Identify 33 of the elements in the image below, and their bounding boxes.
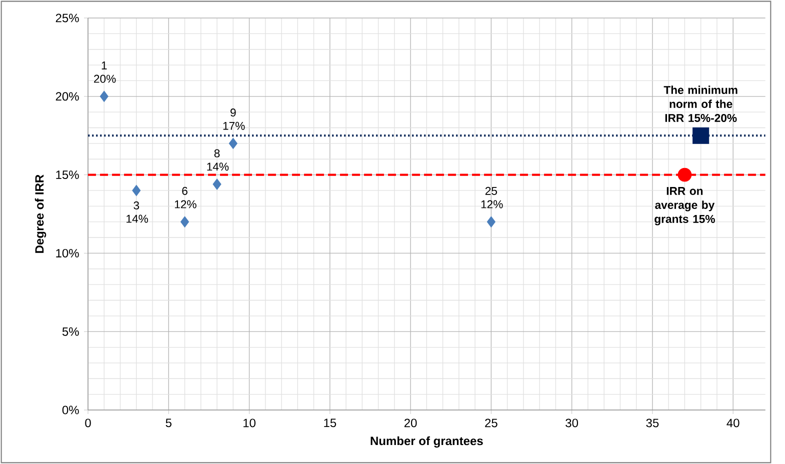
y-tick-label: 20%: [56, 92, 79, 101]
point: [486, 216, 496, 228]
data-label: 6 12%: [174, 186, 196, 208]
x-tick-label: 15: [324, 418, 336, 428]
y-tick-label: 15%: [56, 170, 79, 180]
x-axis-title: Number of grantees: [370, 436, 483, 448]
point: [212, 178, 222, 190]
data-label: 3 14%: [126, 201, 148, 223]
data-label: 1 20%: [94, 62, 116, 83]
x-tick-label: 30: [566, 418, 578, 428]
x-tick-label: 0: [85, 418, 91, 428]
text: The minimum norm of the IRR 15%-20%: [664, 86, 738, 122]
x-tick-label: 10: [244, 418, 256, 428]
x-tick-label: 20: [404, 418, 417, 428]
y-tick-label: 5%: [62, 327, 79, 336]
point: [100, 90, 108, 102]
point: [692, 127, 710, 144]
point: [228, 138, 238, 150]
y-tick-label: 0%: [62, 406, 79, 414]
point: [678, 168, 692, 182]
x-tick-label: 40: [726, 418, 740, 428]
x-tick-label: 35: [646, 418, 659, 428]
data-label: 9 17%: [223, 108, 245, 130]
point: [180, 216, 190, 228]
data-label: 25 12%: [481, 186, 503, 208]
x-tick-label: 5: [166, 418, 172, 428]
y-tick-label: 10%: [56, 248, 79, 258]
y-tick-label: 25%: [56, 14, 79, 22]
y-axis-title: Degree of IRR: [34, 174, 46, 253]
data-label: 8 14%: [207, 149, 229, 171]
point: [132, 184, 141, 196]
x-tick-label: 25: [485, 418, 498, 428]
text: IRR on average by grants 15%: [654, 187, 715, 226]
